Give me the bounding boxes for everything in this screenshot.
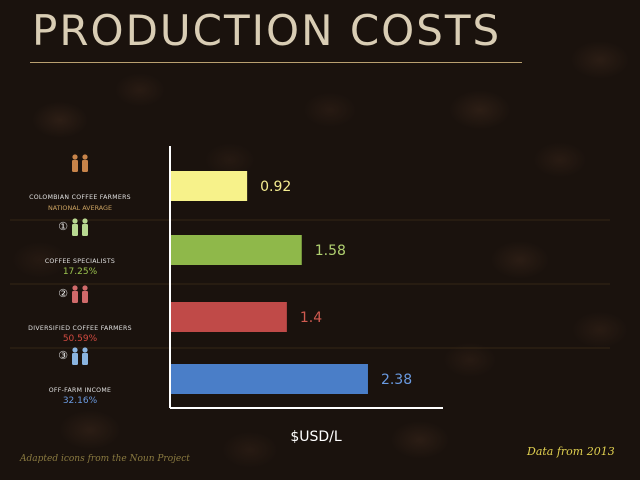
- person-icon-body: [72, 224, 78, 236]
- value-label-1: 0.92: [260, 179, 291, 195]
- person-icon-head: [82, 154, 88, 160]
- category-label-2: COFFEE SPECIALISTS: [45, 258, 115, 265]
- category-label-4: OFF-FARM INCOME: [49, 387, 111, 394]
- person-icon-body: [72, 353, 78, 365]
- bar-4: [171, 364, 368, 394]
- person-icon-body: [72, 291, 78, 303]
- category-sublabel-3: 50.59%: [63, 334, 98, 344]
- person-icon-body: [82, 160, 88, 172]
- page-title: Production Costs: [32, 6, 502, 55]
- person-icon-body: [82, 224, 88, 236]
- category-marker: ②: [58, 287, 68, 300]
- value-label-4: 2.38: [381, 372, 412, 388]
- icon-credit: Adapted icons from the Noun Project: [20, 454, 190, 464]
- person-icon-head: [72, 218, 78, 224]
- person-icon-body: [82, 291, 88, 303]
- person-icon-body: [82, 353, 88, 365]
- category-marker: ①: [58, 220, 68, 233]
- person-icon-head: [72, 285, 78, 291]
- category-label-1: COLOMBIAN COFFEE FARMERS: [29, 194, 131, 201]
- category-sublabel-1: NATIONAL AVERAGE: [48, 204, 112, 212]
- data-source-note: Data from 2013: [527, 445, 615, 458]
- bar-3: [171, 302, 287, 332]
- person-icon-head: [72, 154, 78, 160]
- bar-2: [171, 235, 302, 265]
- person-icon-head: [72, 347, 78, 353]
- category-sublabel-2: 17.25%: [63, 267, 98, 277]
- category-marker: ③: [58, 349, 68, 362]
- person-icon-head: [82, 347, 88, 353]
- category-sublabel-4: 32.16%: [63, 396, 98, 406]
- value-label-3: 1.4: [300, 310, 322, 326]
- title-underline: [30, 62, 522, 63]
- person-icon-body: [72, 160, 78, 172]
- bar-1: [171, 171, 248, 201]
- x-axis-label: $USD/L: [290, 429, 342, 445]
- person-icon-head: [82, 218, 88, 224]
- person-icon-head: [82, 285, 88, 291]
- value-label-2: 1.58: [315, 243, 346, 259]
- category-label-3: DIVERSIFIED COFFEE FARMERS: [28, 325, 132, 332]
